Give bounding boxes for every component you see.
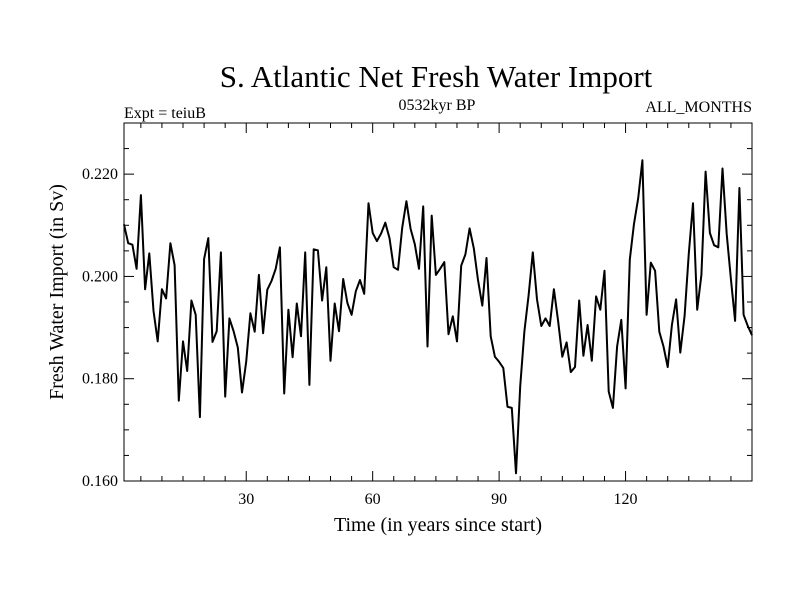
y-tick-label: 0.160	[82, 473, 118, 490]
x-tick-label: 120	[614, 491, 638, 508]
subtitle-left: Expt = teiuB	[124, 105, 206, 122]
x-tick-label: 60	[365, 491, 381, 508]
axis-ticks	[124, 122, 752, 482]
series-group	[123, 159, 753, 475]
y-tick-label: 0.200	[82, 268, 118, 285]
x-axis-label: Time (in years since start)	[334, 514, 542, 536]
chart-title: S. Atlantic Net Fresh Water Import	[220, 59, 653, 94]
series-line	[123, 159, 753, 475]
subtitle-right: ALL_MONTHS	[645, 99, 752, 116]
y-axis-label: Fresh Water Import (in Sv)	[46, 184, 68, 400]
x-tick-label: 30	[238, 491, 254, 508]
tick-labels: 30 60 90 120 0.160 0.180 0.200 0.220	[82, 166, 638, 508]
y-tick-label: 0.220	[82, 166, 118, 183]
subtitle-center: 0532kyr BP	[399, 97, 476, 114]
y-tick-label: 0.180	[82, 371, 118, 388]
x-tick-label: 90	[491, 491, 507, 508]
